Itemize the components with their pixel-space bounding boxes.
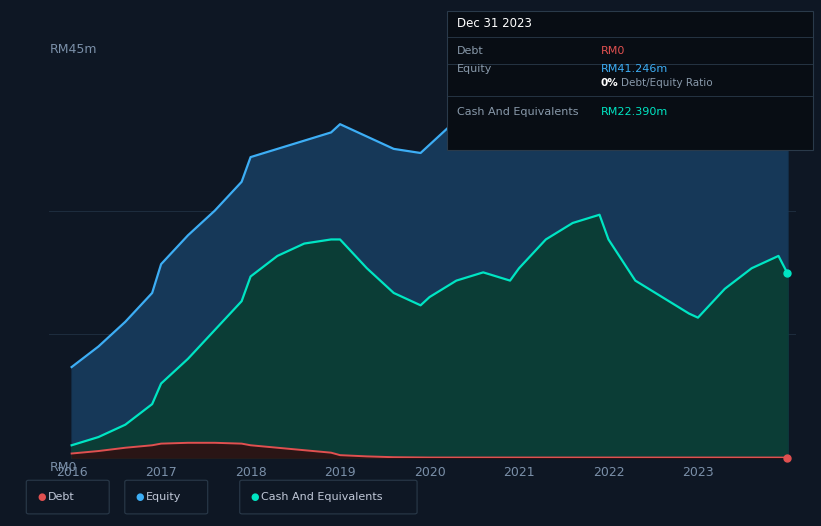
Text: RM41.246m: RM41.246m [601,64,668,74]
Text: ●: ● [135,492,144,502]
Text: RM0: RM0 [601,46,626,56]
Text: Equity: Equity [457,64,493,74]
Text: RM22.390m: RM22.390m [601,107,668,117]
Text: Cash And Equivalents: Cash And Equivalents [261,492,383,502]
Text: Debt: Debt [457,46,484,56]
Text: RM45m: RM45m [49,43,97,56]
Text: Equity: Equity [146,492,181,502]
Text: RM0: RM0 [49,461,76,474]
Text: Debt/Equity Ratio: Debt/Equity Ratio [621,78,713,88]
Text: ●: ● [37,492,45,502]
Text: Debt: Debt [48,492,75,502]
Text: ●: ● [250,492,259,502]
Text: 0%: 0% [601,78,619,88]
Text: Dec 31 2023: Dec 31 2023 [457,17,532,31]
Text: Cash And Equivalents: Cash And Equivalents [457,107,579,117]
